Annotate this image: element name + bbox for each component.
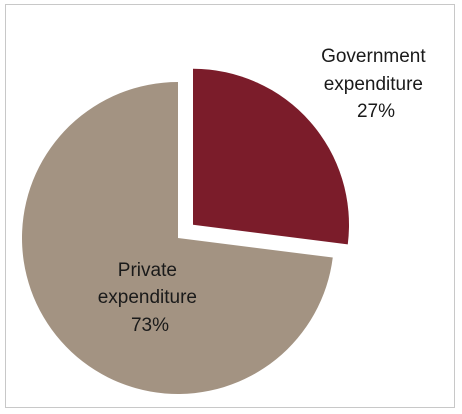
pie-slice-government [193, 68, 350, 245]
pie-slice-private [22, 82, 333, 394]
slice-label-private: Private expenditure 73% [98, 260, 203, 336]
pie-labels: Government expenditure 27% Private expen… [98, 46, 431, 336]
slice-label-government: Government expenditure 27% [321, 46, 431, 122]
pie-slices [22, 68, 350, 394]
